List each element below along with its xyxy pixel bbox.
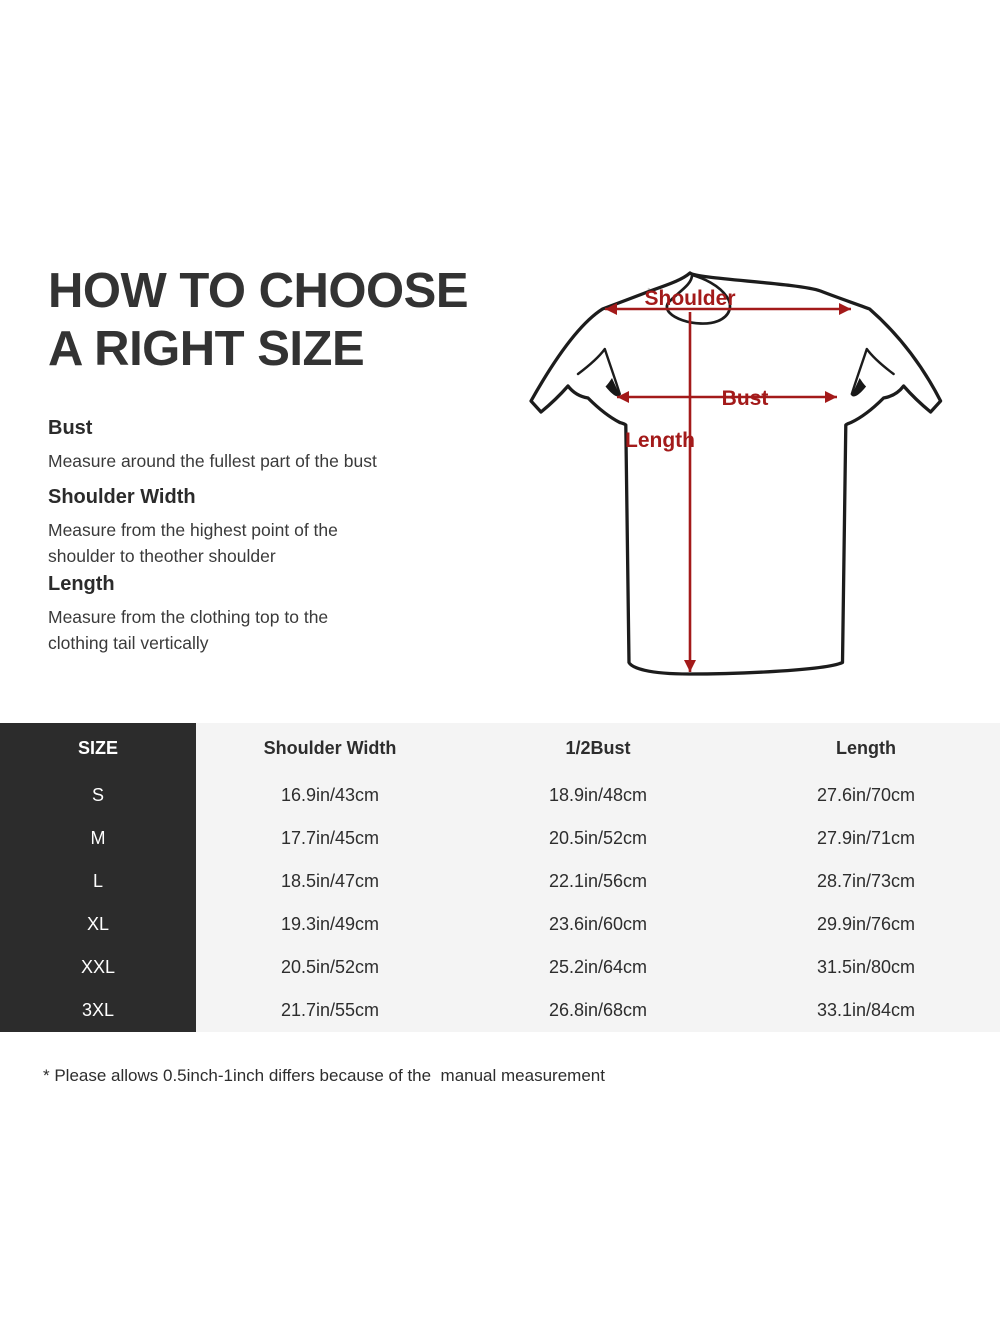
svg-text:Length: Length: [625, 429, 695, 452]
svg-text:Bust: Bust: [722, 387, 769, 410]
svg-text:Shoulder: Shoulder: [644, 287, 735, 310]
